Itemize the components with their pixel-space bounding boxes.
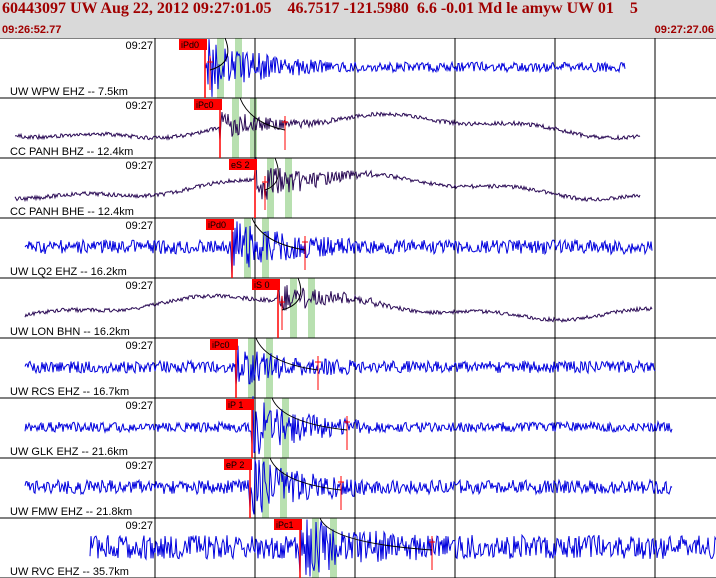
trace-row: 09:27 UW RCS EHZ -- 16.7km iPc0	[0, 339, 716, 399]
arrival-curve	[209, 38, 229, 71]
waveform	[89, 519, 716, 577]
arrival-band	[262, 458, 269, 518]
station-label: UW GLK EHZ -- 21.6km	[10, 446, 128, 458]
arrival-band	[282, 398, 289, 458]
arrival-curve	[271, 397, 348, 431]
row-time-label: 09:27	[125, 160, 153, 172]
arrival-band	[244, 218, 251, 278]
trace-row: 09:27 CC PANH BHE -- 12.4km eS 2	[0, 157, 716, 219]
pick-label: iPd0	[208, 220, 226, 230]
trace-row: 09:27 UW FMW EHZ -- 21.8km eP 2	[0, 459, 716, 519]
pick-box[interactable]	[274, 519, 302, 530]
station-label: UW LQ2 EHZ -- 16.2km	[10, 266, 127, 278]
trace-row: 09:27 UW WPW EHZ -- 7.5km iPd0	[0, 39, 716, 99]
arrival-band	[217, 38, 224, 98]
arrival-band	[308, 278, 315, 338]
waveform	[24, 396, 673, 455]
waveform	[14, 111, 641, 141]
pick-box[interactable]	[210, 339, 238, 350]
trace-row: 09:27 UW LON BHN -- 16.2km iS 0	[0, 279, 716, 339]
arrival-bands	[217, 38, 337, 578]
row-time-label: 09:27	[125, 340, 153, 352]
pick-box[interactable]	[224, 459, 252, 470]
event-title: 60443097 UW Aug 22, 2012 09:27:01.05 46.…	[2, 0, 638, 17]
pick-box[interactable]	[229, 159, 257, 170]
arrival-curve	[255, 337, 319, 371]
station-label: UW FMW EHZ -- 21.8km	[10, 506, 132, 518]
trace-list: 09:27 UW WPW EHZ -- 7.5km iPd0 09:27 CC PANH…	[0, 39, 716, 578]
pick-box[interactable]	[206, 219, 234, 230]
trace-row: 09:27 CC PANH BHZ -- 12.4km iPc0	[0, 99, 716, 159]
pick-box[interactable]	[179, 39, 207, 50]
arrival-curve	[319, 517, 433, 551]
row-time-label: 09:27	[125, 400, 153, 412]
arrival-band	[290, 278, 297, 338]
seismogram-panel: 09:27 UW WPW EHZ -- 7.5km iPd0 09:27 CC PANH…	[0, 38, 716, 578]
arrival-band	[330, 518, 337, 578]
row-time-label: 09:27	[125, 220, 153, 232]
pick-label: eS 2	[231, 160, 250, 170]
waveform	[204, 39, 626, 97]
waveform	[24, 459, 673, 515]
pick-box[interactable]	[226, 399, 254, 410]
station-label: UW WPW EHZ -- 7.5km	[10, 86, 128, 98]
pick-label: iP 1	[228, 400, 243, 410]
station-label: UW LON BHN -- 16.2km	[10, 326, 130, 338]
pick-label: iPc1	[276, 520, 294, 530]
waveform	[24, 345, 656, 385]
pick-label: iPd0	[181, 40, 199, 50]
time-gridlines	[0, 38, 716, 578]
pick-label: iPc0	[196, 100, 214, 110]
row-time-label: 09:27	[125, 40, 153, 52]
pick-label: iS 0	[254, 280, 270, 290]
arrival-curve	[269, 457, 342, 491]
arrival-band	[262, 218, 269, 278]
arrival-band	[267, 158, 274, 218]
trace-row: 09:27 UW LQ2 EHZ -- 16.2km iPd0	[0, 219, 716, 279]
row-time-label: 09:27	[125, 520, 153, 532]
station-label: UW RCS EHZ -- 16.7km	[10, 386, 129, 398]
row-time-label: 09:27	[125, 460, 153, 472]
station-label: CC PANH BHE -- 12.4km	[10, 206, 134, 218]
arrival-curve	[264, 157, 279, 191]
pick-box[interactable]	[252, 279, 280, 290]
arrival-curve	[281, 277, 302, 311]
station-label: UW RVC EHZ -- 35.7km	[10, 566, 129, 578]
pick-label: eP 2	[226, 460, 244, 470]
waveform	[14, 157, 641, 203]
arrival-band	[235, 38, 242, 98]
row-time-label: 09:27	[125, 100, 153, 112]
trace-row: 09:27 UW RVC EHZ -- 35.7km iPc1	[0, 519, 716, 578]
row-time-label: 09:27	[125, 280, 153, 292]
pick-box[interactable]	[194, 99, 222, 110]
arrival-band	[264, 398, 271, 458]
arrival-curve	[239, 97, 286, 131]
end-time: 09:27:27.06	[654, 24, 714, 36]
header-bar: 60443097 UW Aug 22, 2012 09:27:01.05 46.…	[0, 0, 716, 38]
arrival-curves	[209, 38, 433, 551]
station-label: CC PANH BHZ -- 12.4km	[10, 146, 133, 158]
waveform	[24, 285, 653, 323]
start-time: 09:26:52.77	[2, 24, 62, 36]
arrival-curve	[251, 217, 306, 251]
trace-row: 09:27 UW GLK EHZ -- 21.6km iP 1	[0, 396, 716, 459]
waveform	[24, 221, 653, 276]
pick-label: iPc0	[212, 340, 230, 350]
